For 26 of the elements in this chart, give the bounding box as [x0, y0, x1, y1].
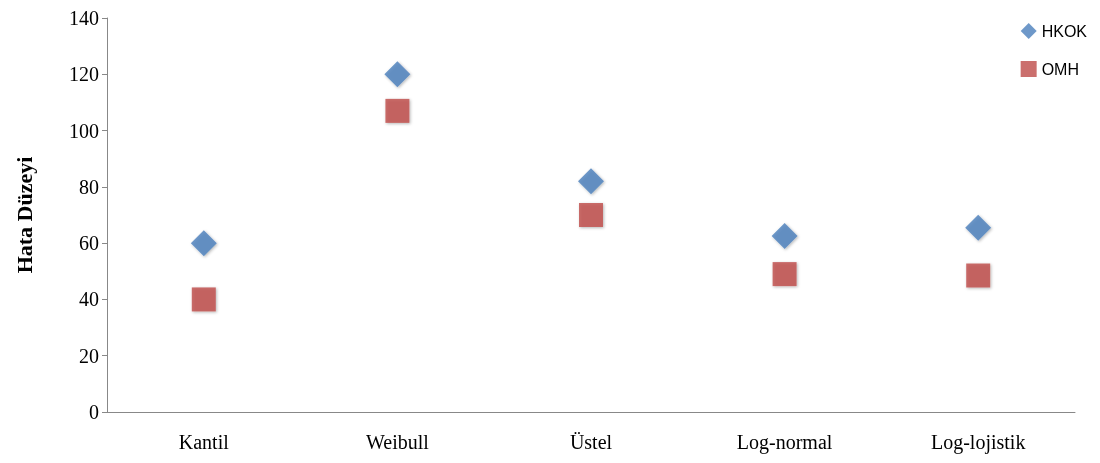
- x-tick-label: Üstel: [569, 431, 613, 453]
- point: [191, 287, 216, 312]
- y-tick-label: 40: [79, 288, 99, 311]
- point: [966, 263, 991, 288]
- legend-label: HKOK: [1041, 22, 1088, 40]
- x-tick-label: Kantil: [178, 431, 230, 453]
- y-tick-label: 20: [79, 344, 99, 367]
- point: [384, 61, 411, 88]
- y-tick-label: 100: [69, 119, 99, 142]
- legend-label: OMH: [1041, 60, 1079, 78]
- point: [190, 230, 217, 257]
- y-tick-label: 60: [79, 232, 99, 255]
- point: [578, 168, 604, 195]
- point: [772, 262, 797, 287]
- point: [771, 223, 798, 250]
- x-tick-label: Log-lojistik: [930, 431, 1026, 454]
- y-axis-title: Hata Düzeyi: [11, 156, 37, 274]
- x-tick-label: Weibull: [365, 431, 430, 453]
- y-tick-label: 140: [69, 7, 99, 29]
- x-tick-label: Log-normal: [736, 431, 833, 454]
- y-tick-label: 120: [69, 63, 99, 86]
- point: [965, 214, 992, 241]
- y-tick-label: 80: [79, 175, 99, 198]
- point: [579, 203, 603, 227]
- point: [385, 98, 410, 123]
- y-tick-label: 0: [89, 401, 99, 423]
